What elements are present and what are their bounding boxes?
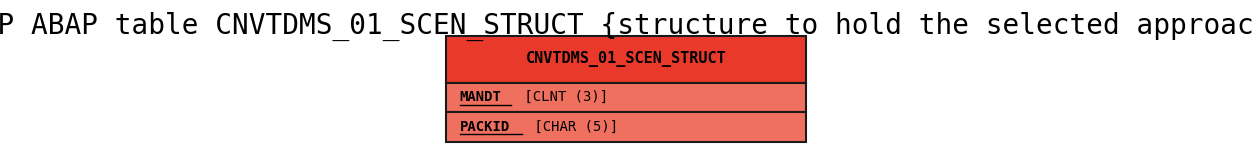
- FancyBboxPatch shape: [446, 112, 806, 142]
- Text: [CLNT (3)]: [CLNT (3)]: [516, 90, 608, 104]
- Text: SAP ABAP table CNVTDMS_01_SCEN_STRUCT {structure to hold the selected approach}: SAP ABAP table CNVTDMS_01_SCEN_STRUCT {s…: [0, 12, 1252, 41]
- FancyBboxPatch shape: [446, 82, 806, 112]
- FancyBboxPatch shape: [446, 36, 806, 82]
- Text: CNVTDMS_01_SCEN_STRUCT: CNVTDMS_01_SCEN_STRUCT: [526, 51, 726, 67]
- Text: MANDT: MANDT: [459, 90, 502, 104]
- Text: [CHAR (5)]: [CHAR (5)]: [526, 120, 618, 134]
- Text: PACKID: PACKID: [459, 120, 510, 134]
